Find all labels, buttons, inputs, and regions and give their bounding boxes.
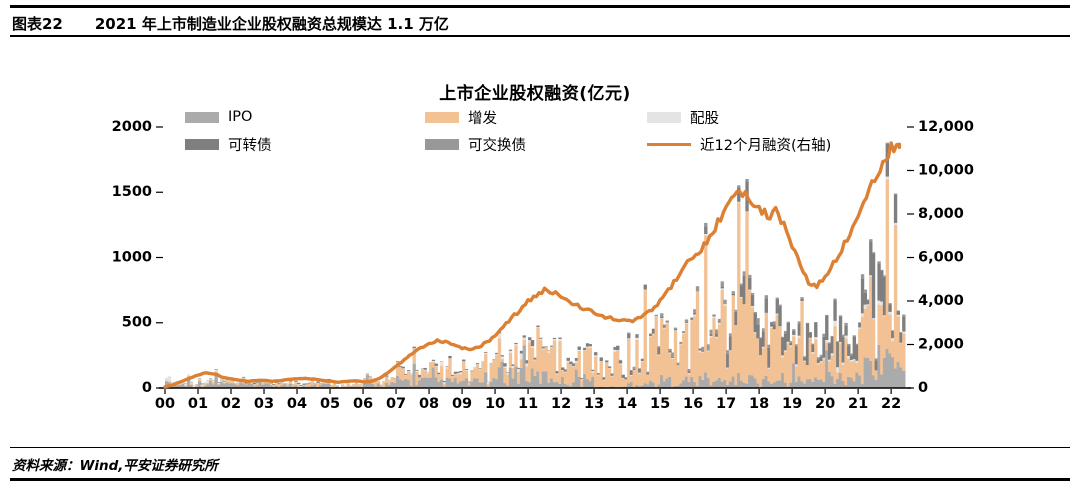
figure-title: 2021 年上市制造业企业股权融资总规模达 1.1 万亿 [94,15,449,33]
legend-label: IPO [228,109,253,125]
legend-item-zengfa: 增发 [425,106,647,128]
peigu-swatch-icon [647,111,681,123]
legend-label: 增发 [468,110,497,127]
legend-label: 近12个月融资(右轴) [700,137,832,154]
chart-canvas [0,95,1080,420]
header-bottom-rule [10,35,1070,37]
kejiaohuanzhai-swatch-icon [425,138,459,150]
legend-label: 可交换债 [468,137,526,154]
legend-label: 配股 [690,110,719,127]
trailing-12m-line-icon [647,142,691,146]
source-note: 资料来源：Wind,平安证券研究所 [12,458,218,474]
chart-legend: IPO 增发 配股 可转债 可交换债 近12个月融资(右轴) [185,106,947,155]
header-top-rule [10,5,1070,8]
figure-label: 图表22 [12,15,63,33]
legend-item-kezhuanzhai: 可转债 [185,133,425,155]
legend-item-peigu: 配股 [647,106,947,128]
legend-item-trailing-12m: 近12个月融资(右轴) [647,133,947,155]
legend-item-ipo: IPO [185,106,425,128]
ipo-swatch-icon [185,111,219,123]
zengfa-swatch-icon [425,111,459,123]
legend-item-kejiaohuanzhai: 可交换债 [425,133,647,155]
legend-label: 可转债 [228,137,272,154]
kezhuanzhai-swatch-icon [185,138,219,150]
figure-header: 图表22 2021 年上市制造业企业股权融资总规模达 1.1 万亿 [12,13,449,34]
page-bottom-rule [10,478,1070,481]
footer-top-rule [10,447,1070,448]
